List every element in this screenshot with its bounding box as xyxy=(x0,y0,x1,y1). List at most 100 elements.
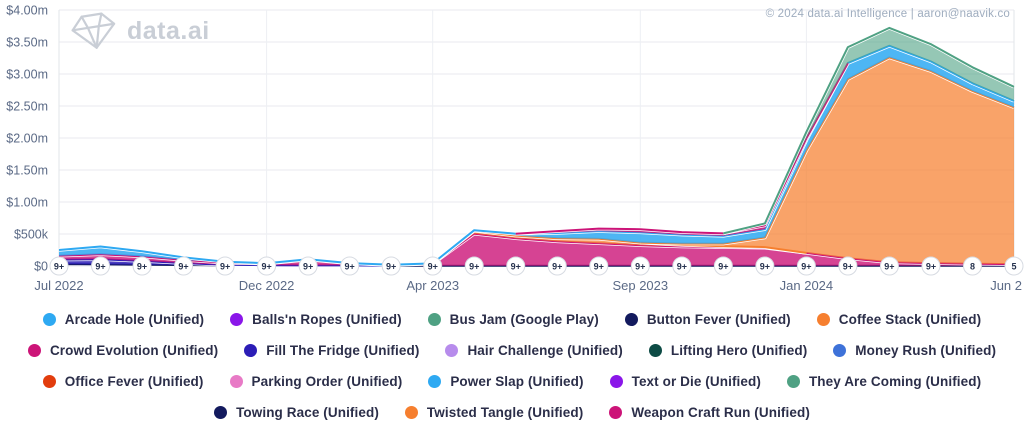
legend-color-dot xyxy=(648,344,662,357)
y-axis-label: $0 xyxy=(34,260,48,274)
rating-marker-label: 9+ xyxy=(594,261,604,271)
rating-marker xyxy=(755,256,775,276)
rating-marker xyxy=(257,256,277,276)
rating-marker-label: 9+ xyxy=(95,261,105,271)
rating-marker xyxy=(713,256,733,276)
rating-marker xyxy=(630,256,650,276)
rating-marker xyxy=(174,256,194,276)
rating-marker xyxy=(132,256,152,276)
legend-label: Hair Challenge (Unified) xyxy=(467,343,623,358)
legend-label: Lifting Hero (Unified) xyxy=(670,343,808,358)
rating-marker xyxy=(1004,256,1024,276)
rating-marker-label: 9+ xyxy=(303,261,313,271)
legend-label: Parking Order (Unified) xyxy=(251,374,403,389)
rating-marker-label: 9+ xyxy=(220,261,230,271)
rating-marker-label: 9+ xyxy=(926,261,936,271)
legend-color-dot xyxy=(816,313,830,326)
rating-marker xyxy=(589,256,609,276)
legend-item[interactable]: Towing Race (Unified) xyxy=(214,405,379,420)
legend-label: Office Fever (Unified) xyxy=(64,374,204,389)
rating-marker-label: 9+ xyxy=(137,261,147,271)
rating-marker xyxy=(49,256,69,276)
legend-color-dot xyxy=(786,375,800,388)
rating-marker-label: 9+ xyxy=(511,261,521,271)
legend-color-dot xyxy=(230,313,244,326)
legend-color-dot xyxy=(609,406,623,419)
rating-marker-label: 9+ xyxy=(635,261,645,271)
legend-item[interactable]: Twisted Tangle (Unified) xyxy=(404,405,583,420)
stacked-area-chart[interactable]: $0 $500k $1.00m $1.50m $2.00m $2.50m $3.00m $3.… xyxy=(0,0,1024,305)
rating-marker xyxy=(423,256,443,276)
rating-marker xyxy=(340,256,360,276)
legend-label: They Are Coming (Unified) xyxy=(808,374,982,389)
legend-color-dot xyxy=(229,375,243,388)
legend-item[interactable]: Coffee Stack (Unified) xyxy=(816,312,982,327)
gridlines: $0 $500k $1.00m $1.50m $2.00m $2.50m $3.00m $3.… xyxy=(6,4,1015,274)
legend-item[interactable]: They Are Coming (Unified) xyxy=(786,374,982,389)
legend-item[interactable]: Text or Die (Unified) xyxy=(609,374,761,389)
legend-color-dot xyxy=(214,406,228,419)
legend-color-dot xyxy=(42,313,56,326)
rating-marker-label: 9+ xyxy=(760,261,770,271)
rating-marker xyxy=(298,256,318,276)
legend-item[interactable]: Power Slap (Unified) xyxy=(428,374,583,389)
legend-label: Arcade Hole (Unified) xyxy=(64,312,205,327)
rating-marker xyxy=(962,256,982,276)
legend-item[interactable]: Hair Challenge (Unified) xyxy=(445,343,623,358)
y-axis-label: $3.50m xyxy=(6,36,48,50)
legend-color-dot xyxy=(42,375,56,388)
x-axis-label: Dec 2022 xyxy=(239,278,295,293)
legend-item[interactable]: Lifting Hero (Unified) xyxy=(648,343,808,358)
legend-color-dot xyxy=(404,406,418,419)
legend-item[interactable]: Bus Jam (Google Play) xyxy=(427,312,599,327)
legend-label: Power Slap (Unified) xyxy=(450,374,584,389)
legend-color-dot xyxy=(27,344,41,357)
legend-item[interactable]: Money Rush (Unified) xyxy=(833,343,996,358)
chart-legend: Arcade Hole (Unified) Balls'n Ropes (Unif… xyxy=(0,312,1024,420)
rating-marker xyxy=(921,256,941,276)
attribution-text: © 2024 data.ai Intelligence | aaron@naav… xyxy=(765,8,1010,20)
y-axis-label: $3.00m xyxy=(6,68,48,82)
x-axis-label: Apr 2023 xyxy=(406,278,459,293)
legend-label: Crowd Evolution (Unified) xyxy=(49,343,219,358)
rating-marker-label: 9+ xyxy=(884,261,894,271)
rating-marker xyxy=(672,256,692,276)
legend-item[interactable]: Button Fever (Unified) xyxy=(624,312,791,327)
rating-marker-label: 9+ xyxy=(801,261,811,271)
legend-item[interactable]: Parking Order (Unified) xyxy=(229,374,403,389)
rating-marker-label: 9+ xyxy=(386,261,396,271)
rating-marker-label: 9+ xyxy=(552,261,562,271)
rating-marker-label: 9+ xyxy=(843,261,853,271)
legend-item[interactable]: Office Fever (Unified) xyxy=(42,374,204,389)
rating-marker-label: 9+ xyxy=(677,261,687,271)
rating-marker xyxy=(506,256,526,276)
legend-item[interactable]: Balls'n Ropes (Unified) xyxy=(230,312,402,327)
rating-markers: 9+ 9+ 9+ 9+ 9+ 9+ 9+ 9+ 9+ 9+ 9+ 9+ 9+ 9+ 9+ 9+ 9+ 9+ 9+ 9+… xyxy=(49,256,1024,276)
rating-marker xyxy=(215,256,235,276)
legend-color-dot xyxy=(624,313,638,326)
legend-item[interactable]: Crowd Evolution (Unified) xyxy=(27,343,219,358)
y-axis-label: $1.50m xyxy=(6,164,48,178)
y-axis-label: $4.00m xyxy=(6,4,48,18)
y-axis-label: $500k xyxy=(14,228,49,242)
rating-marker-label: 8 xyxy=(970,261,975,271)
legend-label: Money Rush (Unified) xyxy=(855,343,997,358)
legend-color-dot xyxy=(609,375,623,388)
x-axis-label: Sep 2023 xyxy=(612,278,668,293)
rating-marker-label: 9+ xyxy=(469,261,479,271)
rating-marker xyxy=(91,256,111,276)
y-axis-label: $2.50m xyxy=(6,100,48,114)
rating-marker-label: 9+ xyxy=(428,261,438,271)
series-area xyxy=(59,233,1014,266)
rating-marker-label: 9+ xyxy=(718,261,728,271)
legend-item[interactable]: Arcade Hole (Unified) xyxy=(42,312,205,327)
legend-color-dot xyxy=(244,344,258,357)
legend-item[interactable]: Fill The Fridge (Unified) xyxy=(244,343,419,358)
legend-item[interactable]: Weapon Craft Run (Unified) xyxy=(609,405,810,420)
series-area xyxy=(59,27,1014,265)
rating-marker xyxy=(838,256,858,276)
legend-label: Coffee Stack (Unified) xyxy=(838,312,982,327)
rating-marker-label: 9+ xyxy=(261,261,271,271)
legend-color-dot xyxy=(445,344,459,357)
